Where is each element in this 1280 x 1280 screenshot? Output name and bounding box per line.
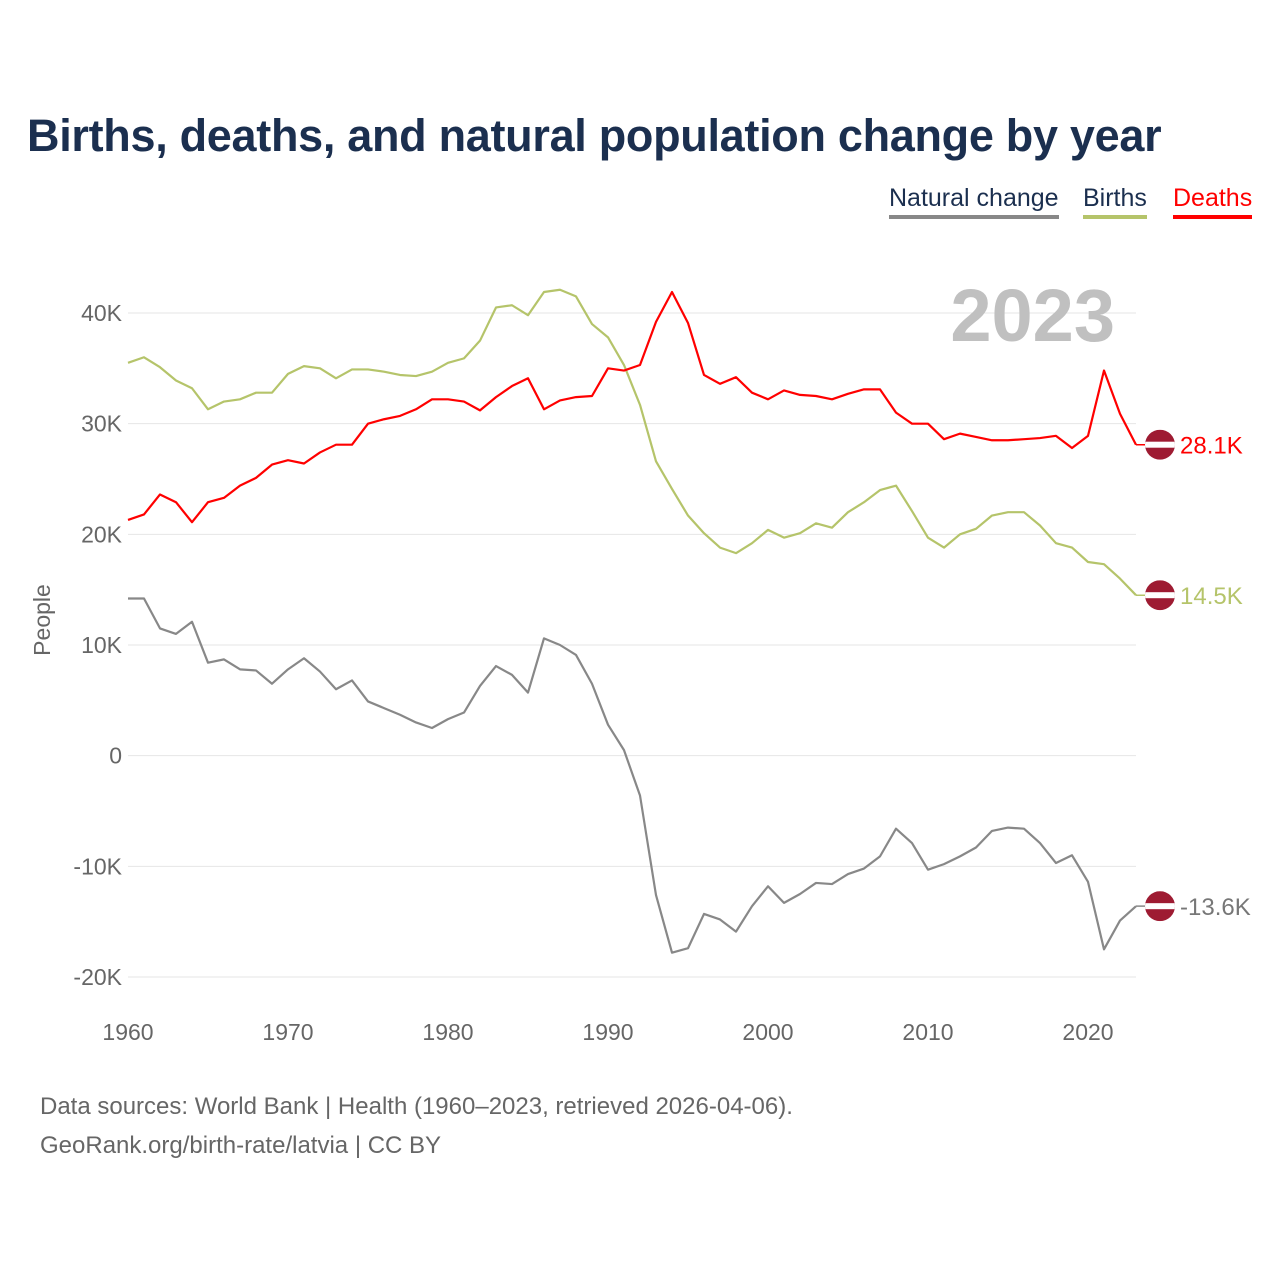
legend-natural-change[interactable]: Natural change <box>889 184 1059 219</box>
source-link[interactable]: GeoRank.org/birth-rate/latvia | CC BY <box>40 1132 442 1159</box>
y-tick-label: 30K <box>81 411 123 437</box>
x-tick-label: 2020 <box>1062 1019 1113 1045</box>
series-line-natural-change <box>128 597 1137 954</box>
latvia-flag-icon <box>1145 580 1175 611</box>
x-tick-label: 2000 <box>742 1019 793 1045</box>
latvia-flag-icon <box>1145 429 1175 460</box>
chart-title: Births, deaths, and natural population c… <box>27 110 1162 161</box>
y-tick-label: 40K <box>81 300 123 326</box>
x-tick-label: 1970 <box>262 1019 313 1045</box>
x-tick-label: 1990 <box>582 1019 633 1045</box>
end-value-label: 14.5K <box>1180 583 1243 610</box>
y-tick-label: 10K <box>81 632 123 658</box>
end-value-label: -13.6K <box>1180 894 1251 921</box>
footer: Data sources: World Bank | Health (1960–… <box>40 1087 793 1165</box>
latvia-flag-icon <box>1145 891 1175 922</box>
y-tick-label: 20K <box>81 521 123 547</box>
y-tick-label: -20K <box>73 964 122 990</box>
series-line-deaths <box>127 290 1137 524</box>
x-tick-label: 1980 <box>422 1019 473 1045</box>
data-source: Data sources: World Bank | Health (1960–… <box>40 1093 793 1120</box>
series-line-births <box>127 288 1137 596</box>
end-value-label: 28.1K <box>1180 433 1243 460</box>
legend-births[interactable]: Births <box>1083 184 1147 219</box>
y-tick-label: -10K <box>73 853 122 879</box>
legend-deaths[interactable]: Deaths <box>1173 184 1253 219</box>
year-label: 2023 <box>950 274 1115 357</box>
x-tick-label: 1960 <box>102 1019 153 1045</box>
y-axis-title: People <box>29 584 55 656</box>
y-tick-label: 0 <box>109 743 122 769</box>
x-tick-label: 2010 <box>902 1019 953 1045</box>
